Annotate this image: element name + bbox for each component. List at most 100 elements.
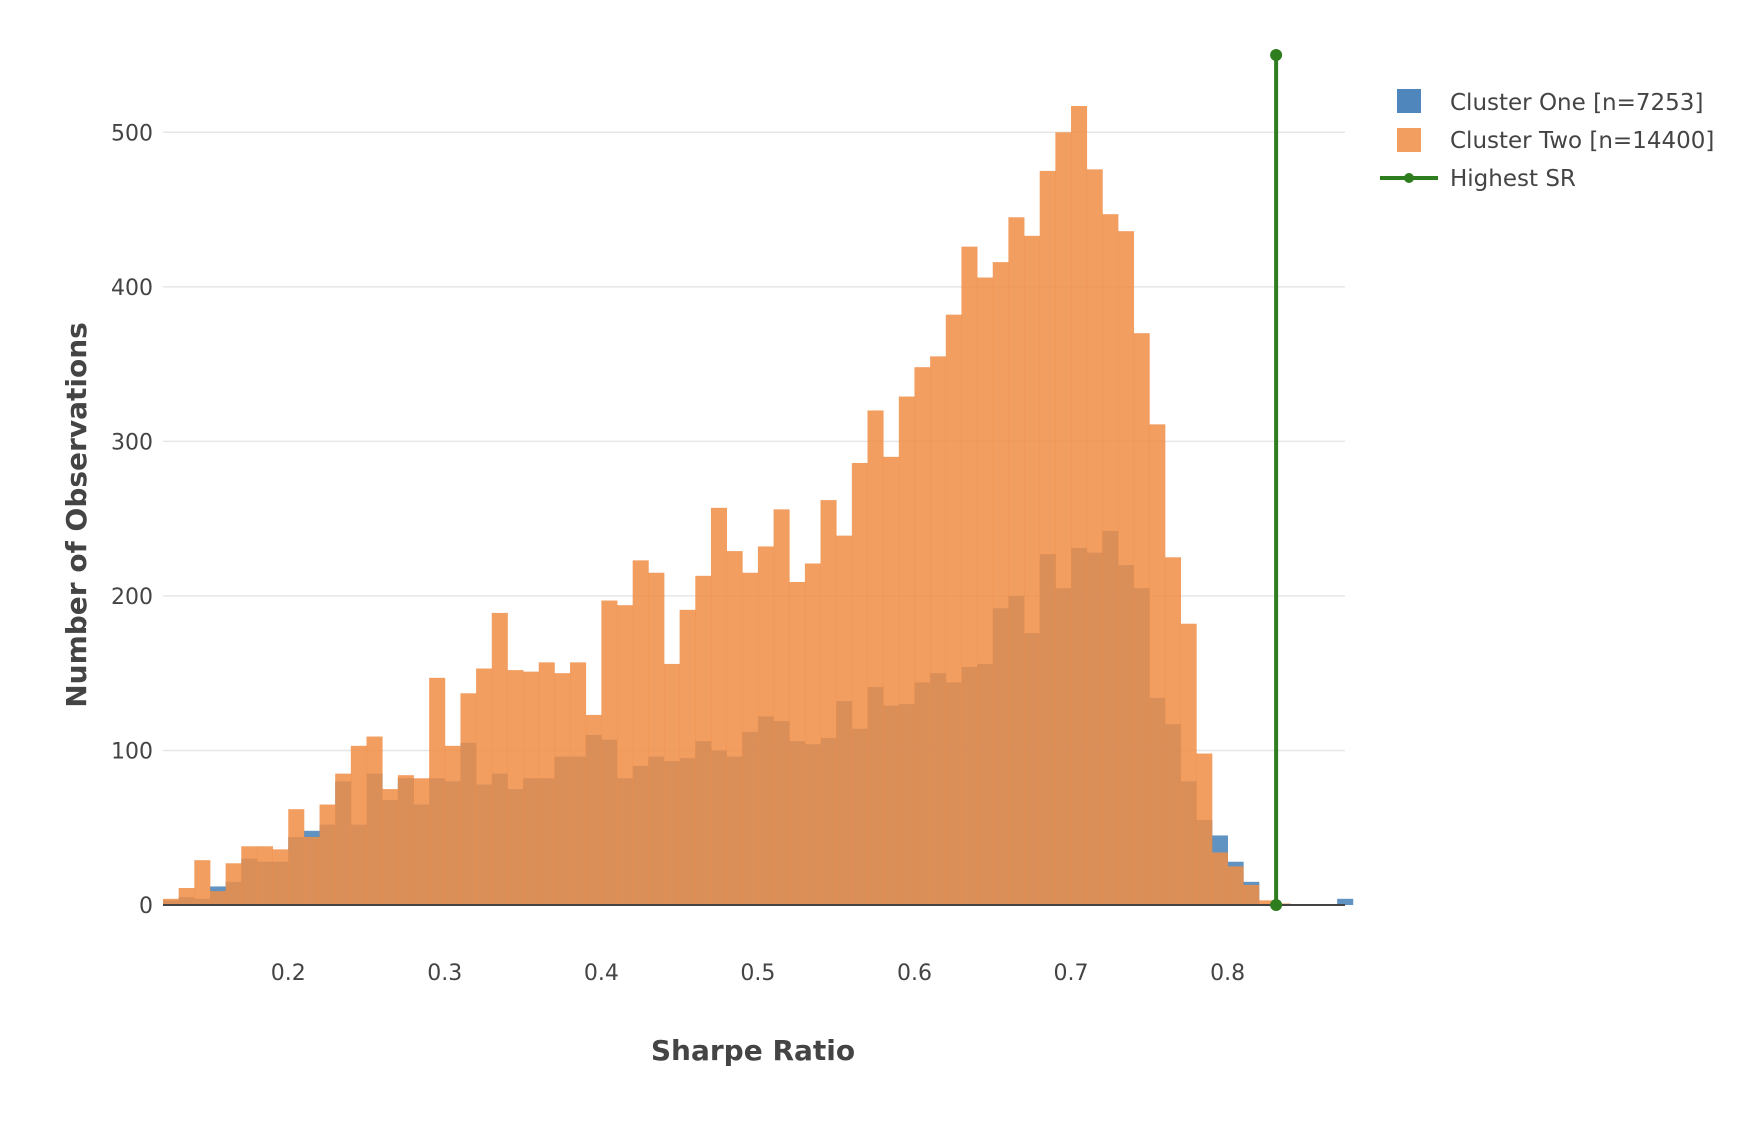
y-axis-ticks: 0 100 200 300 400 500 — [111, 121, 153, 919]
histogram-bar-cluster-two[interactable] — [1008, 217, 1025, 906]
histogram-bar-cluster-two[interactable] — [977, 277, 994, 906]
histogram-bar-cluster-two[interactable] — [867, 410, 884, 905]
x-tick-label: 0.5 — [740, 961, 775, 986]
histogram-bar-cluster-two[interactable] — [836, 535, 853, 905]
histogram-bar-cluster-two[interactable] — [1164, 557, 1182, 905]
histogram-bar-cluster-two[interactable] — [757, 546, 774, 905]
x-tick-label: 0.2 — [271, 961, 306, 986]
histogram-bar-cluster-two[interactable] — [961, 246, 978, 906]
histogram-bar-cluster-two[interactable] — [476, 668, 493, 905]
histogram-bar-cluster-two[interactable] — [742, 572, 759, 905]
histogram-bar-cluster-two[interactable] — [1243, 884, 1260, 905]
y-tick-label: 200 — [111, 585, 153, 610]
y-axis-title: Number of Observations — [60, 322, 93, 708]
histogram-bar-cluster-two[interactable] — [256, 846, 273, 905]
histogram-bar-cluster-two[interactable] — [898, 396, 915, 905]
histogram-bar-cluster-two[interactable] — [570, 662, 587, 905]
histogram-bar-cluster-two[interactable] — [491, 612, 508, 905]
histogram-bar-cluster-two[interactable] — [507, 670, 524, 905]
histogram-bar-cluster-two[interactable] — [1211, 852, 1228, 905]
histogram-bar-cluster-two[interactable] — [366, 736, 383, 905]
x-tick-label: 0.4 — [584, 961, 619, 986]
x-tick-label: 0.7 — [1054, 961, 1089, 986]
histogram-bar-cluster-two[interactable] — [1180, 623, 1197, 905]
histogram-bar-cluster-two[interactable] — [679, 609, 696, 905]
histogram-bar-cluster-two[interactable] — [178, 888, 195, 905]
histogram-bar-cluster-two[interactable] — [163, 898, 180, 905]
histogram-bar-cluster-one[interactable] — [1337, 898, 1354, 905]
x-tick-label: 0.3 — [427, 961, 462, 986]
histogram-bar-cluster-two[interactable] — [1071, 106, 1088, 905]
histogram-bar-cluster-two[interactable] — [992, 262, 1009, 905]
histogram-bar-cluster-two[interactable] — [851, 463, 868, 905]
histogram-bar-cluster-two[interactable] — [585, 714, 602, 905]
y-tick-label: 100 — [111, 739, 153, 764]
histogram-bar-cluster-two[interactable] — [804, 563, 821, 905]
histogram-bar-cluster-two[interactable] — [617, 605, 634, 905]
histogram-bar-cluster-two[interactable] — [1039, 170, 1056, 906]
histogram-bar-cluster-two[interactable] — [1102, 214, 1119, 905]
histogram-bar-cluster-two[interactable] — [444, 745, 461, 905]
histogram-bar-cluster-two[interactable] — [914, 367, 931, 905]
histogram-bar-cluster-two[interactable] — [350, 745, 367, 905]
highest-sr-line[interactable] — [1270, 49, 1283, 911]
x-axis-title: Sharpe Ratio — [651, 1034, 855, 1067]
x-tick-label: 0.6 — [897, 961, 932, 986]
histogram-bar-cluster-two[interactable] — [789, 582, 806, 905]
legend-label-cluster-two: Cluster Two [n=14400] — [1450, 128, 1714, 154]
histogram-bar-cluster-two[interactable] — [945, 314, 962, 905]
histogram-bar-cluster-two[interactable] — [1196, 753, 1213, 905]
histogram-bar-cluster-two[interactable] — [397, 775, 414, 905]
histogram-bar-cluster-two[interactable] — [413, 778, 430, 905]
histogram-bar-cluster-two[interactable] — [1117, 231, 1135, 905]
histogram-bar-cluster-two[interactable] — [1055, 132, 1072, 906]
legend-label-cluster-one: Cluster One [n=7253] — [1450, 90, 1703, 116]
histogram-bar-cluster-two[interactable] — [773, 509, 790, 905]
histogram-bar-cluster-two[interactable] — [194, 860, 211, 905]
legend-item-highest-sr[interactable]: Highest SR — [1380, 166, 1576, 192]
histogram-bar-cluster-two[interactable] — [601, 600, 618, 905]
histogram-bar-cluster-two[interactable] — [523, 671, 540, 905]
histogram-bar-cluster-two[interactable] — [335, 773, 352, 905]
legend-item-cluster-two[interactable]: Cluster Two [n=14400] — [1397, 128, 1714, 154]
histogram-bar-cluster-two[interactable] — [538, 662, 555, 905]
histogram-bar-cluster-two[interactable] — [710, 507, 728, 905]
histogram-bar-cluster-two[interactable] — [382, 789, 399, 905]
legend-item-cluster-one[interactable]: Cluster One [n=7253] — [1397, 89, 1703, 116]
histogram-bar-cluster-two[interactable] — [460, 693, 477, 905]
histogram-bar-cluster-two[interactable] — [303, 837, 320, 905]
legend-swatch-cluster-two — [1397, 128, 1421, 152]
histogram-bar-cluster-two[interactable] — [1024, 235, 1041, 905]
histogram-bar-cluster-two[interactable] — [930, 356, 947, 905]
histogram-bar-cluster-two[interactable] — [554, 673, 571, 905]
legend-swatch-cluster-one — [1397, 89, 1421, 113]
histogram-bar-cluster-two[interactable] — [272, 849, 289, 905]
histogram-bar-cluster-two[interactable] — [1227, 866, 1244, 905]
histogram-bar-cluster-two[interactable] — [1258, 900, 1275, 905]
histogram-bar-cluster-two[interactable] — [648, 572, 665, 905]
histogram-bar-cluster-two[interactable] — [209, 891, 227, 905]
histogram-bar-cluster-two[interactable] — [319, 804, 336, 905]
histogram-bar-cluster-two[interactable] — [1086, 169, 1103, 905]
histogram-bar-cluster-two[interactable] — [1149, 424, 1166, 905]
histogram-bar-cluster-two[interactable] — [241, 846, 258, 905]
series-cluster-two[interactable] — [163, 106, 1291, 906]
histogram-bar-cluster-two[interactable] — [225, 863, 242, 905]
x-axis-ticks: 0.2 0.3 0.4 0.5 0.6 0.7 0.8 — [271, 961, 1245, 986]
histogram-bar-cluster-two[interactable] — [632, 560, 649, 905]
highest-sr-marker[interactable] — [1270, 899, 1283, 911]
y-tick-label: 400 — [111, 276, 153, 301]
legend: Cluster One [n=7253] Cluster Two [n=1440… — [1380, 89, 1714, 192]
legend-swatch-highest-sr-marker — [1404, 173, 1414, 183]
histogram-bar-cluster-two[interactable] — [726, 551, 743, 905]
histogram-bar-cluster-two[interactable] — [288, 809, 305, 905]
histogram-bar-cluster-two[interactable] — [883, 456, 900, 905]
histogram-bar-cluster-two[interactable] — [429, 677, 446, 905]
histogram-bar-cluster-two[interactable] — [663, 663, 681, 905]
y-tick-label: 500 — [111, 121, 153, 146]
histogram-bar-cluster-two[interactable] — [820, 500, 837, 905]
histogram-bar-cluster-two[interactable] — [695, 575, 712, 905]
highest-sr-marker[interactable] — [1270, 49, 1283, 61]
histogram-bar-cluster-two[interactable] — [1133, 333, 1150, 905]
